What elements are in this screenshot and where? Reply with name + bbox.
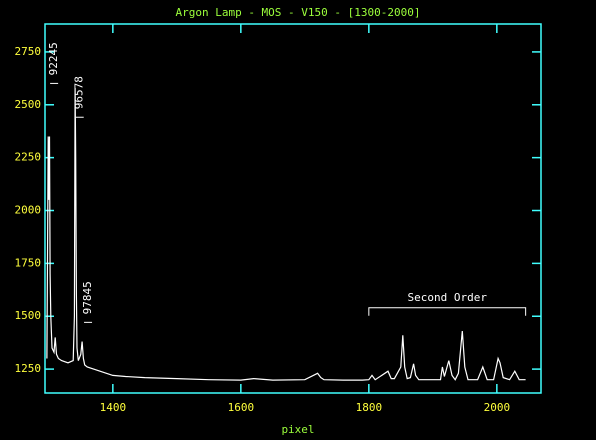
- x-tick-label: 1400: [100, 401, 127, 414]
- x-tick-label: 1600: [228, 401, 255, 414]
- y-tick-label: 1250: [15, 362, 42, 375]
- y-tick-label: 1500: [15, 309, 42, 322]
- x-tick-label: 1800: [356, 401, 383, 414]
- bracket-label: Second Order: [407, 291, 487, 304]
- y-tick-label: 2000: [15, 204, 42, 217]
- plot-frame: [44, 23, 542, 394]
- y-tick-label: 1750: [15, 256, 42, 269]
- y-tick-label: 2500: [15, 98, 42, 111]
- y-tick-label: 2750: [15, 45, 42, 58]
- annotation: 96578: [73, 76, 86, 109]
- spectrum-line: [46, 87, 526, 381]
- x-tick-label: 2000: [484, 401, 511, 414]
- bracket: [368, 307, 527, 316]
- annotation: 97845: [81, 281, 94, 314]
- annotation: 92245: [47, 42, 60, 75]
- y-tick-label: 2250: [15, 151, 42, 164]
- x-axis-label: pixel: [281, 423, 314, 436]
- chart-title: Argon Lamp - MOS - V150 - [1300-2000]: [175, 6, 420, 19]
